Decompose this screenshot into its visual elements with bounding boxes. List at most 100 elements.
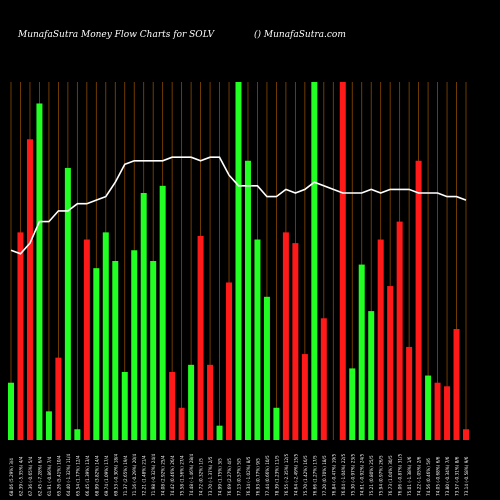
- money-flow-bar: [311, 82, 318, 440]
- x-tick-label: 76.73 (1.04%) 30/5: [388, 455, 393, 496]
- money-flow-bars: [8, 82, 469, 441]
- money-flow-bar: [159, 185, 166, 440]
- money-flow-bar: [140, 192, 147, 440]
- money-flow-bar: [83, 239, 90, 440]
- money-flow-bar: [425, 375, 432, 440]
- x-tick-label: 71.16 (-0.29%) 20/4: [132, 454, 137, 496]
- money-flow-bar: [358, 264, 365, 440]
- x-tick-label: 74.72 (0.32%) 1/5: [199, 458, 204, 496]
- x-tick-label: 68.06 (5.29%) 3/4: [9, 458, 14, 496]
- x-tick-label: 75.70 (1.42%) 16/5: [303, 455, 308, 496]
- money-flow-bar: [178, 407, 185, 440]
- money-flow-bar: [17, 232, 24, 440]
- money-flow-bar: [93, 268, 100, 440]
- money-flow-bar: [45, 411, 52, 440]
- x-tick-label: 74.08 (2.92%) 25/4: [161, 455, 166, 496]
- money-flow-bar: [453, 329, 460, 440]
- money-flow-bar: [368, 311, 375, 440]
- x-tick-label: 74.22 (-1.05%) 2/6: [417, 456, 422, 496]
- x-tick-label: 77.44 (0.66%) 10/5: [265, 455, 270, 496]
- x-tick-label: 75.21 (0.80%) 25/5: [369, 455, 374, 496]
- x-tick-label: 61.91 (-0.86%) 7/4: [47, 456, 52, 496]
- x-tick-label: 74.48 (-1.46%) 28/4: [189, 454, 194, 496]
- money-flow-bar: [349, 368, 356, 440]
- x-tick-label: 76.04 (-1.04%) 22/5: [341, 454, 346, 496]
- money-flow-bar: [406, 346, 413, 440]
- money-flow-bar: [74, 429, 81, 440]
- money-flow-bar: [64, 167, 71, 441]
- x-tick-label: 75.58 (1.56%) 27/4: [180, 455, 185, 496]
- x-tick-label: 64.40 (-1.32%) 11/4: [66, 454, 71, 496]
- money-flow-bar: [387, 286, 394, 440]
- money-flow-bar: [131, 250, 138, 440]
- x-tick-label: 74.42 (0.46%) 26/4: [170, 455, 175, 496]
- money-flow-bar: [244, 160, 251, 440]
- money-flow-bar: [235, 82, 242, 440]
- money-flow-bar: [292, 243, 299, 440]
- chart-title: MunafaSutra Money Flow Charts for SOLV: [18, 30, 215, 40]
- x-tick-label: 76.66 (1.27%) 17/5: [312, 455, 317, 496]
- x-tick-label: 76.84 (-0.47%) 19/5: [331, 454, 336, 496]
- x-tick-label: 74.56 (0.46%) 5/6: [426, 458, 431, 496]
- money-flow-bar: [36, 103, 43, 440]
- x-tick-label: 77.13 (0.57%) 5/5: [237, 458, 242, 496]
- x-tick-label: 75.30 (-0.97%) 23/5: [350, 454, 355, 496]
- x-axis-labels: 68.06 (5.29%) 3/4 62.39 (-5.35%) 4/4 67.36…: [9, 454, 469, 496]
- money-flow-bar: [112, 261, 119, 440]
- x-tick-label: 68.99 (3.82%) 14/4: [94, 455, 99, 496]
- money-flow-bar: [396, 221, 403, 440]
- money-flow-bar: [339, 82, 346, 440]
- x-tick-label: 73.14 (-0.58%) 9/6: [464, 456, 469, 496]
- money-flow-line: [10, 156, 467, 255]
- money-flow-bar: [377, 239, 384, 440]
- money-flow-bar: [444, 386, 451, 440]
- x-tick-label: 72.21 (1.48%) 21/4: [142, 455, 147, 496]
- x-tick-label: 66.45 (1.39%) 13/4: [85, 455, 90, 496]
- money-flow-bar: [102, 232, 109, 440]
- x-tick-label: 74.99 (1.75%) 3/5: [218, 458, 223, 496]
- x-tick-label: 76.34 (-1.02%) 8/5: [246, 456, 251, 496]
- x-tick-label: 76.55 (-2.35%) 12/5: [284, 454, 289, 496]
- x-tick-label: 69.53 (-0.30%) 18/4: [113, 454, 118, 496]
- x-tick-label: 75.01 (-1.38%) 1/6: [407, 456, 412, 496]
- x-tick-label: 73.57 (-0.31%) 8/6: [455, 456, 460, 496]
- money-flow-bar: [282, 232, 289, 440]
- x-tick-label: 69.74 (1.09%) 17/4: [104, 455, 109, 496]
- money-flow-bar: [188, 364, 195, 440]
- x-tick-label: 76.06 (-0.87%) 31/5: [398, 454, 403, 496]
- x-tick-label: 74.05 (-0.68%) 6/6: [436, 456, 441, 496]
- money-flow-bar: [273, 407, 280, 440]
- money-flow-bar: [207, 364, 214, 440]
- money-flow-bar: [169, 371, 176, 440]
- x-tick-label: 65.54 (1.77%) 12/4: [75, 455, 80, 496]
- money-flow-bar: [434, 382, 441, 440]
- money-flow-bar: [26, 139, 33, 440]
- money-flow-bar: [150, 261, 157, 440]
- money-flow-bar: [301, 354, 308, 440]
- money-flow-bar: [8, 382, 14, 440]
- x-tick-label: 71.98 (-0.32%) 24/4: [151, 454, 156, 496]
- x-tick-label: 75.94 (0.97%) 26/5: [379, 455, 384, 496]
- x-tick-label: 67.36 (-0.65%) 5/4: [28, 456, 33, 496]
- money-flow-bar: [254, 239, 261, 440]
- money-flow-bar: [415, 160, 422, 440]
- x-tick-label: 65.26 (5.41%) 10/4: [56, 455, 61, 496]
- x-tick-label: 74.64 (-2.49%) 15/5: [293, 454, 298, 496]
- money-flow-bar: [121, 371, 128, 440]
- money-flow-bar: [216, 425, 223, 440]
- x-tick-label: 62.45 (-7.28%) 6/4: [37, 456, 42, 496]
- x-tick-label: 74.61 (-0.92%) 24/5: [360, 454, 365, 496]
- money-flow-bar: [226, 282, 233, 440]
- x-tick-label: 77.20 (0.70%) 18/5: [322, 455, 327, 496]
- x-tick-label: 73.80 (-0.34%) 7/6: [445, 456, 450, 496]
- x-tick-label: 76.93 (0.77%) 9/5: [255, 458, 260, 496]
- money-flow-bar: [55, 357, 62, 440]
- x-tick-label: 76.69 (2.27%) 4/5: [227, 458, 232, 496]
- x-tick-label: 78.39 (1.23%) 11/5: [274, 455, 279, 496]
- x-tick-label: 71.37 (2.65%) 19/4: [123, 455, 128, 496]
- money-flow-bar: [463, 429, 469, 440]
- site-credit: () MunafaSutra.com: [254, 30, 346, 40]
- money-flow-bar: [320, 318, 327, 440]
- money-flow-bar: [197, 235, 204, 440]
